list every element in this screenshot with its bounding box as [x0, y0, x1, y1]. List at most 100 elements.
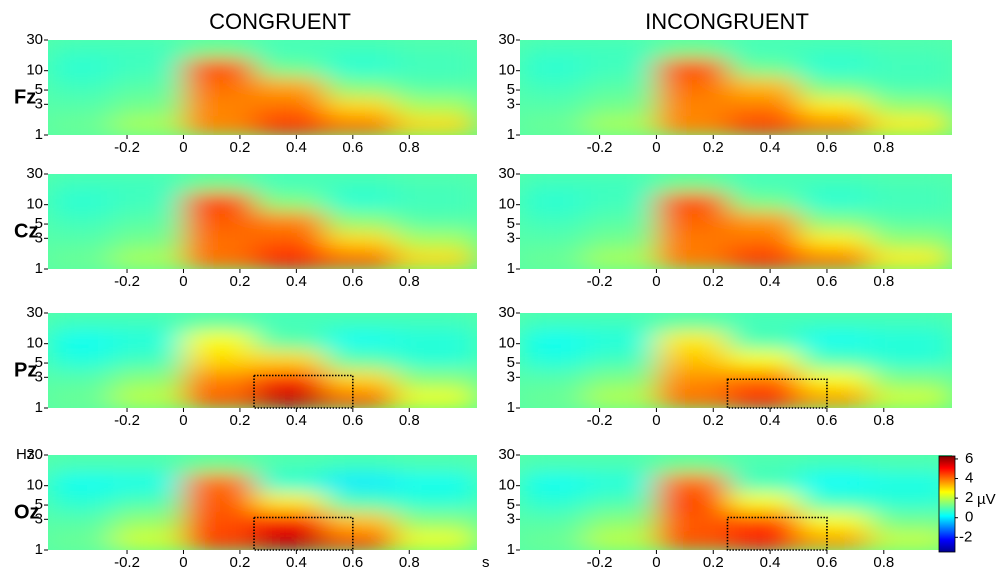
y-tick-label: 10 — [26, 477, 43, 494]
cell — [112, 530, 184, 550]
row-label: Cz — [14, 220, 38, 242]
cell — [585, 330, 657, 351]
cell — [324, 230, 396, 251]
y-tick-label: 1 — [35, 399, 43, 416]
y-tick-label: 1 — [507, 399, 515, 416]
cell — [727, 388, 800, 408]
x-tick-label: 0.6 — [817, 412, 838, 429]
y-tick-label: 10 — [498, 196, 515, 213]
heatmap — [48, 313, 477, 408]
cell — [48, 530, 114, 550]
cell — [183, 388, 255, 408]
cell — [727, 115, 800, 135]
cell — [395, 40, 477, 59]
cell — [395, 369, 477, 390]
cell — [727, 249, 800, 269]
cell — [395, 472, 477, 493]
colorbar-tick-label: -2 — [959, 528, 972, 545]
colorbar-tick-label: 6 — [965, 450, 973, 467]
y-tick-label: 1 — [507, 260, 515, 277]
cell — [112, 40, 184, 59]
cell — [254, 249, 326, 269]
cell — [520, 330, 586, 351]
highlight-box — [253, 374, 354, 409]
cell — [395, 210, 477, 231]
x-tick-label: 0 — [179, 554, 187, 571]
cell — [254, 96, 326, 117]
x-tick-label: 0.6 — [342, 412, 363, 429]
cell — [727, 369, 800, 390]
cell — [798, 349, 871, 370]
cell — [395, 76, 477, 97]
y-tick-label: 1 — [35, 260, 43, 277]
cell — [254, 76, 326, 97]
x-tick-label: 0.6 — [342, 139, 363, 156]
cell — [395, 313, 477, 332]
cell — [112, 96, 184, 117]
cell — [520, 313, 586, 332]
row-label: Pz — [14, 359, 37, 381]
x-tick-label: 0.2 — [229, 412, 250, 429]
cell — [254, 57, 326, 78]
cell — [48, 388, 114, 408]
cell — [727, 530, 800, 550]
cell — [727, 57, 800, 78]
cell — [869, 388, 952, 408]
cell — [48, 191, 114, 212]
x-tick-label: 0 — [179, 139, 187, 156]
cell — [112, 76, 184, 97]
cell — [324, 313, 396, 332]
x-tick-label: 0.2 — [229, 139, 250, 156]
cell — [112, 210, 184, 231]
x-tick-label: 0.8 — [873, 412, 894, 429]
cell — [48, 511, 114, 532]
y-tick-label: 3 — [507, 510, 515, 527]
cell — [520, 96, 586, 117]
cell — [395, 191, 477, 212]
cell — [183, 115, 255, 135]
cell — [869, 511, 952, 532]
cell — [112, 455, 184, 474]
cell — [183, 210, 255, 231]
cell — [798, 191, 871, 212]
x-tick-label: 0 — [179, 273, 187, 290]
cell — [520, 369, 586, 390]
x-tick-label: -0.2 — [114, 554, 140, 571]
cell — [520, 40, 586, 59]
cell — [112, 174, 184, 193]
cell — [869, 40, 952, 59]
y-tick-label: 10 — [498, 335, 515, 352]
cell — [798, 40, 871, 59]
cell — [395, 330, 477, 351]
y-tick-label: 30 — [26, 446, 43, 463]
cell — [520, 530, 586, 550]
cell — [869, 369, 952, 390]
cell — [324, 115, 396, 135]
cell — [395, 249, 477, 269]
cell — [48, 491, 114, 512]
y-tick-label: 30 — [498, 446, 515, 463]
cell — [254, 388, 326, 408]
cell — [656, 388, 728, 408]
heatmap — [48, 174, 477, 269]
cell — [112, 57, 184, 78]
cell — [395, 96, 477, 117]
cell — [585, 455, 657, 474]
cell — [48, 455, 114, 474]
cell — [869, 115, 952, 135]
cell — [869, 210, 952, 231]
cell — [727, 40, 800, 59]
x-tick-label: 0.2 — [229, 554, 250, 571]
x-tick-label: 0.8 — [399, 273, 420, 290]
cell — [324, 76, 396, 97]
cell — [869, 230, 952, 251]
cell — [48, 76, 114, 97]
cell — [727, 76, 800, 97]
cell — [656, 249, 728, 269]
cell — [112, 369, 184, 390]
column-title: CONGRUENT — [209, 9, 351, 34]
y-unit: Hz — [16, 446, 34, 463]
cell — [395, 174, 477, 193]
x-tick-label: 0.4 — [760, 412, 781, 429]
y-tick-label: 3 — [507, 95, 515, 112]
